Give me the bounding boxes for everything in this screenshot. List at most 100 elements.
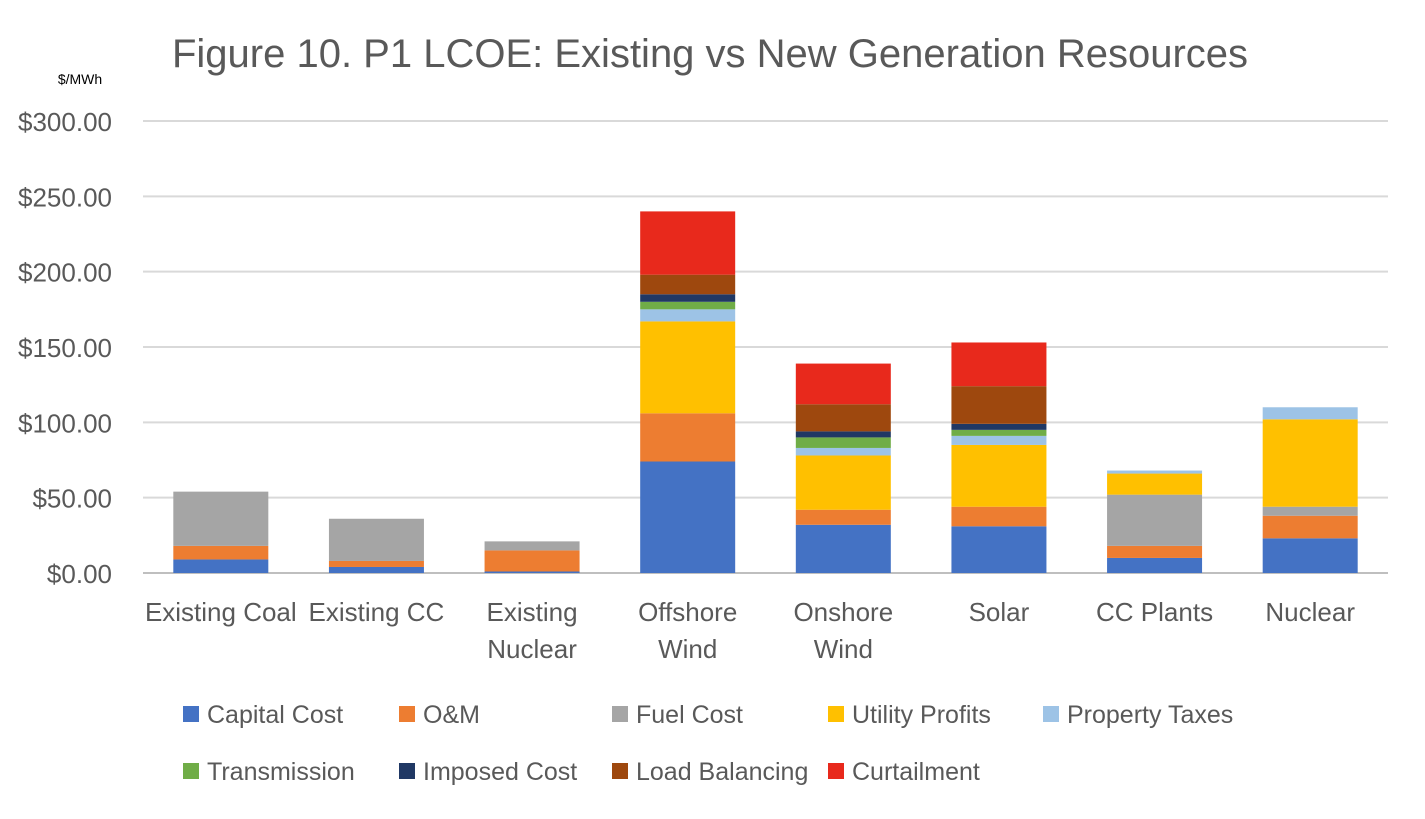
legend-label: Curtailment [852, 758, 980, 786]
x-tick-label-line: Nuclear [1265, 597, 1355, 627]
y-tick-label: $150.00 [18, 333, 112, 363]
bar-segment-property-taxes-solar [951, 435, 1047, 445]
legend-item-oandm: O&M [399, 701, 480, 729]
bar-segment-property-taxes-nuclear [1262, 407, 1358, 420]
bar-segment-oandm-existing-nuclear [484, 550, 580, 572]
x-tick-label: Nuclear [1265, 597, 1355, 627]
bars [173, 211, 1358, 573]
y-tick-label: $50.00 [32, 484, 112, 514]
legend-item-transmission: Transmission [183, 758, 355, 786]
bar-segment-load-balancing-onshore-wind [795, 404, 891, 432]
x-tick-label-line: Wind [658, 634, 717, 664]
legend-swatch [183, 763, 199, 779]
legend-label: Property Taxes [1067, 701, 1233, 729]
legend-swatch [399, 763, 415, 779]
legend-swatch [612, 763, 628, 779]
legend-label: Utility Profits [852, 701, 991, 729]
bar-segment-utility-profits-cc-plants [1107, 473, 1203, 495]
bar-segment-oandm-existing-coal [173, 545, 269, 560]
bar-segment-fuel-cost-cc-plants [1107, 494, 1203, 546]
legend-item-load-balancing: Load Balancing [612, 758, 808, 786]
legend-item-utility-profits: Utility Profits [828, 701, 991, 729]
bar-segment-curtailment-onshore-wind [795, 363, 891, 405]
x-tick-label-line: Onshore [793, 597, 893, 627]
y-unit-label: $/MWh [58, 71, 102, 87]
y-tick-label: $100.00 [18, 408, 112, 438]
bar-segment-imposed-cost-offshore-wind [640, 294, 736, 302]
bar-segment-load-balancing-solar [951, 386, 1047, 424]
x-tick-label-line: Wind [814, 634, 873, 664]
chart-title: Figure 10. P1 LCOE: Existing vs New Gene… [172, 32, 1248, 76]
bar-segment-capital-cost-onshore-wind [795, 524, 891, 573]
y-tick-label: $200.00 [18, 258, 112, 288]
bar-segment-capital-cost-offshore-wind [640, 461, 736, 573]
x-tick-label: Existing CC [309, 597, 445, 627]
bar-segment-capital-cost-existing-nuclear [484, 571, 580, 573]
legend-swatch [828, 763, 844, 779]
bar-segment-utility-profits-offshore-wind [640, 321, 736, 414]
legend-label: Capital Cost [207, 701, 343, 729]
x-tick-label-line: Existing CC [309, 597, 445, 627]
legend-item-imposed-cost: Imposed Cost [399, 758, 577, 786]
x-tick-label-line: Offshore [638, 597, 737, 627]
legend-swatch [399, 706, 415, 722]
bar-segment-capital-cost-existing-cc [328, 566, 424, 573]
bar-segment-utility-profits-solar [951, 444, 1047, 507]
bar-segment-fuel-cost-nuclear [1262, 506, 1358, 516]
bar-segment-property-taxes-onshore-wind [795, 447, 891, 456]
x-tick-label-line: Existing Coal [145, 597, 297, 627]
bar-segment-capital-cost-nuclear [1262, 538, 1358, 573]
y-tick-label: $250.00 [18, 182, 112, 212]
bar-segment-curtailment-offshore-wind [640, 211, 736, 275]
bar-segment-property-taxes-offshore-wind [640, 309, 736, 322]
legend-swatch [183, 706, 199, 722]
bar-segment-curtailment-solar [951, 342, 1047, 387]
legend-label: O&M [423, 701, 480, 729]
x-tick-label: Offshore Wind [638, 597, 737, 664]
bar-segment-utility-profits-nuclear [1262, 419, 1358, 507]
legend-swatch [612, 706, 628, 722]
legend: Capital Cost O&M Fuel Cost Utility Profits P… [183, 701, 1233, 786]
legend-swatch [828, 706, 844, 722]
bar-segment-property-taxes-cc-plants [1107, 470, 1203, 474]
bar-segment-oandm-nuclear [1262, 515, 1358, 539]
legend-item-curtailment: Curtailment [828, 758, 980, 786]
legend-item-property-taxes: Property Taxes [1043, 701, 1233, 729]
legend-item-capital-cost: Capital Cost [183, 701, 343, 729]
x-tick-label-line: CC Plants [1096, 597, 1213, 627]
bar-segment-fuel-cost-existing-nuclear [484, 541, 580, 551]
bar-segment-utility-profits-onshore-wind [795, 455, 891, 510]
legend-item-fuel-cost: Fuel Cost [612, 701, 743, 729]
legend-label: Fuel Cost [636, 701, 743, 729]
x-tick-label-line: Nuclear [487, 634, 577, 664]
bar-segment-capital-cost-solar [951, 526, 1047, 573]
x-tick-label: Existing Nuclear [487, 597, 578, 664]
x-tick-label: Solar [969, 597, 1030, 627]
x-tick-label-line: Solar [969, 597, 1030, 627]
x-tick-label: Onshore Wind [793, 597, 893, 664]
bar-segment-transmission-offshore-wind [640, 301, 736, 310]
legend-swatch [1043, 706, 1059, 722]
legend-label: Imposed Cost [423, 758, 577, 786]
x-tick-label: CC Plants [1096, 597, 1213, 627]
bar-segment-oandm-existing-cc [328, 560, 424, 567]
y-axis-tick-labels: $0.00 $50.00 $100.00 $150.00 $200.00 $250.00 $… [18, 107, 112, 589]
x-tick-label: Existing Coal [145, 597, 297, 627]
bar-segment-capital-cost-existing-coal [173, 559, 269, 573]
bar-segment-transmission-solar [951, 429, 1047, 436]
bar-segment-imposed-cost-onshore-wind [795, 431, 891, 438]
x-axis-tick-labels: Existing Coal Existing CC Existing Nuclear O… [145, 597, 1355, 664]
bar-segment-imposed-cost-solar [951, 423, 1047, 430]
legend-label: Load Balancing [636, 758, 808, 786]
y-tick-label: $300.00 [18, 107, 112, 137]
bar-segment-capital-cost-cc-plants [1107, 557, 1203, 573]
y-tick-label: $0.00 [47, 559, 112, 589]
legend-label: Transmission [207, 758, 355, 786]
bar-segment-fuel-cost-existing-coal [173, 491, 269, 546]
bar-segment-oandm-onshore-wind [795, 509, 891, 525]
bar-segment-oandm-solar [951, 506, 1047, 527]
x-tick-label-line: Existing [487, 597, 578, 627]
bar-segment-transmission-onshore-wind [795, 437, 891, 448]
